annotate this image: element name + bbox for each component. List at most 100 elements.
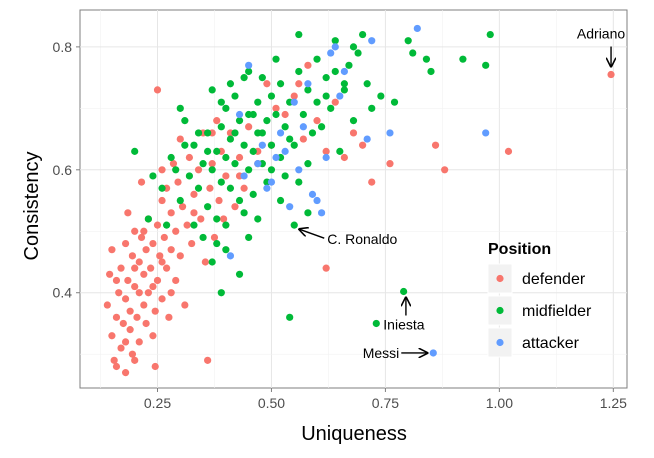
midfielder-point	[286, 313, 294, 321]
midfielder-point	[213, 215, 221, 223]
midfielder-point	[459, 55, 467, 63]
defender-point	[208, 160, 216, 168]
defender-point	[158, 258, 166, 266]
defender-point	[117, 344, 125, 352]
defender-point	[137, 178, 146, 186]
defender-point	[190, 209, 198, 217]
x-axis-ticks: 0.25 0.50 0.75 1.00 1.25	[144, 388, 627, 411]
midfielder-point	[254, 215, 262, 223]
midfielder-point	[213, 239, 221, 248]
attacker-point	[368, 37, 376, 45]
defender-point	[149, 282, 157, 291]
defender-point	[299, 135, 307, 143]
midfielder-point	[249, 110, 257, 119]
defender-point	[112, 276, 121, 285]
defender-point	[176, 135, 184, 143]
midfielder-point	[176, 196, 184, 205]
attacker-point	[429, 349, 437, 357]
annotation-label: Iniesta	[383, 317, 424, 333]
defender-point	[106, 270, 114, 278]
midfielder-point	[258, 129, 266, 137]
attacker-point	[482, 129, 490, 137]
x-tick-label: 1.25	[600, 395, 627, 411]
defender-point	[156, 252, 164, 260]
midfielder-point	[486, 30, 494, 39]
midfielder-point	[158, 184, 166, 192]
midfielder-point	[213, 147, 221, 155]
defender-point	[167, 289, 175, 297]
defender-point	[204, 356, 212, 364]
defender-point	[176, 252, 184, 260]
midfielder-point	[281, 172, 289, 180]
midfielder-point	[254, 98, 262, 106]
midfielder-point	[322, 74, 330, 82]
defender-point	[140, 301, 148, 309]
defender-point	[142, 246, 150, 254]
defender-point	[322, 264, 330, 272]
midfielder-point	[354, 49, 362, 57]
defender-point	[167, 209, 175, 217]
x-axis-label: Uniqueness	[301, 423, 407, 445]
attacker-point	[267, 178, 276, 186]
defender-point	[188, 239, 196, 248]
midfielder-point	[267, 92, 276, 100]
attacker-point	[331, 43, 339, 51]
midfielder-point	[304, 209, 312, 217]
defender-point	[172, 276, 180, 285]
annotation-label: Messi	[363, 345, 400, 361]
defender-point	[124, 209, 132, 217]
midfielder-point	[409, 49, 417, 57]
midfielder-point	[199, 160, 207, 168]
midfielder-point	[240, 74, 248, 82]
midfielder-point	[194, 129, 203, 137]
defender-point	[174, 178, 182, 186]
midfielder-point	[295, 178, 303, 186]
midfielder-point	[345, 61, 353, 69]
defender-point	[165, 313, 173, 321]
defender-point	[504, 147, 513, 155]
midfielder-point	[331, 67, 339, 76]
midfielder-point	[222, 246, 230, 254]
defender-point	[158, 166, 166, 174]
midfielder-point	[204, 129, 212, 137]
defender-point	[197, 215, 205, 223]
defender-point	[131, 264, 139, 272]
defender-point	[153, 86, 162, 94]
midfielder-point	[217, 123, 225, 131]
midfielder-point	[404, 37, 412, 45]
defender-point	[304, 61, 312, 69]
midfielder-point	[240, 141, 248, 149]
annotation-arrow	[299, 229, 325, 239]
attacker-point	[336, 92, 344, 100]
defender-point	[272, 104, 280, 112]
defender-point	[112, 362, 121, 371]
data-points	[103, 24, 615, 377]
midfielder-point	[263, 117, 271, 125]
midfielder-point	[194, 184, 203, 192]
midfielder-point	[272, 55, 280, 63]
midfielder-point	[190, 141, 198, 149]
attacker-point	[327, 49, 335, 57]
defender-point	[178, 203, 187, 211]
legend-key-midfielder	[496, 306, 504, 315]
attacker-point	[413, 24, 421, 33]
defender-point	[431, 141, 440, 149]
defender-point	[295, 80, 303, 88]
defender-point	[153, 221, 162, 229]
y-tick-label: 0.4	[53, 285, 73, 301]
midfielder-point	[295, 67, 303, 76]
defender-point	[322, 147, 330, 155]
defender-point	[201, 258, 209, 266]
midfielder-point	[199, 233, 207, 242]
defender-point	[263, 80, 271, 88]
attacker-point	[272, 153, 280, 162]
midfielder-point	[249, 147, 257, 155]
legend-label-midfielder: midfielder	[522, 303, 592, 320]
midfielder-point	[222, 104, 230, 112]
midfielder-point	[336, 147, 344, 155]
midfielder-point	[235, 196, 244, 205]
midfielder-point	[427, 67, 435, 76]
midfielder-point	[208, 86, 216, 94]
midfielder-point	[176, 104, 184, 112]
